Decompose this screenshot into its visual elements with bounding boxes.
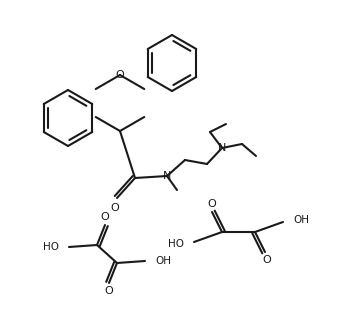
Text: O: O [116, 70, 124, 80]
Text: OH: OH [155, 256, 171, 266]
Text: O: O [105, 286, 113, 296]
Text: O: O [110, 203, 119, 213]
Text: O: O [208, 199, 217, 209]
Text: N: N [218, 143, 226, 153]
Text: OH: OH [293, 215, 309, 225]
Text: O: O [263, 255, 271, 265]
Text: HO: HO [168, 239, 184, 249]
Text: N: N [163, 171, 171, 181]
Text: HO: HO [43, 242, 59, 252]
Text: O: O [101, 212, 109, 222]
